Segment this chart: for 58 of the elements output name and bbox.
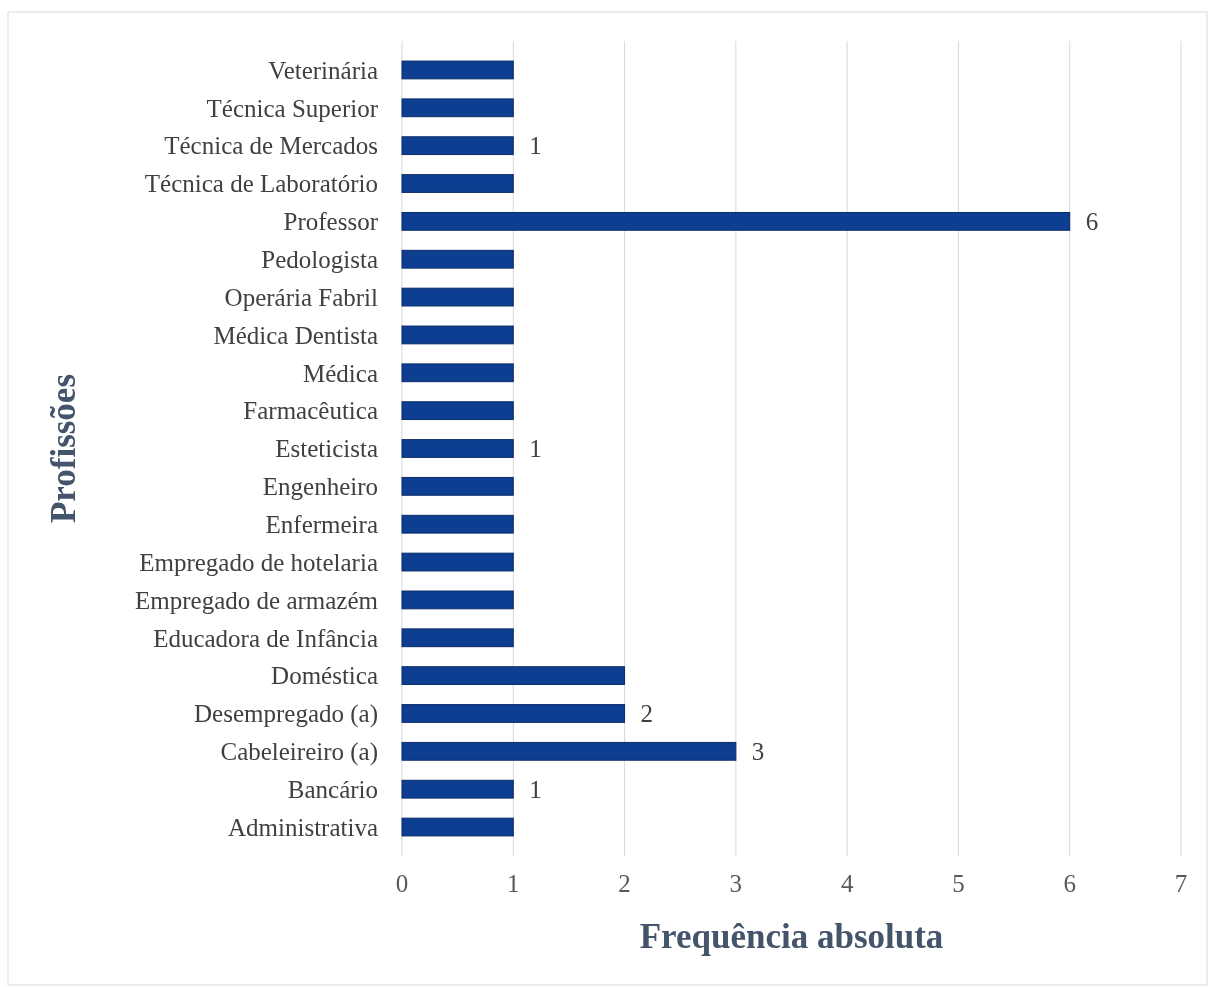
bar: [401, 98, 514, 118]
bar: [401, 741, 737, 761]
y-tick-label: Cabeleireiro (a): [220, 738, 378, 767]
y-tick-label: Pedologista: [261, 245, 378, 273]
x-tick-label: 3: [729, 870, 743, 897]
x-axis-title: Frequência absoluta: [639, 917, 944, 956]
y-tick-label: Operária Fabril: [224, 283, 379, 311]
y-tick-label: Técnica de Laboratório: [144, 170, 378, 198]
y-tick-label: Doméstica: [271, 662, 378, 690]
x-tick-label: 5: [952, 870, 965, 897]
bar: [401, 174, 514, 193]
y-tick-label: Técnica Superior: [206, 94, 379, 122]
y-tick-label: Empregado de armazém: [135, 586, 379, 614]
bar: [401, 136, 514, 156]
bar: [401, 552, 514, 572]
x-tick-label: 4: [840, 870, 854, 897]
bar: [401, 666, 626, 686]
data-label: 2: [640, 700, 654, 728]
x-tick-label: 2: [618, 870, 631, 897]
y-tick-label: Enfermeira: [265, 510, 378, 538]
bar: [401, 211, 1071, 231]
bar: [401, 363, 514, 383]
x-tick-label: 6: [1063, 870, 1076, 897]
y-tick-label: Médica Dentista: [213, 321, 378, 349]
y-tick-label: Esteticista: [275, 435, 378, 463]
x-tick-label: 1: [507, 870, 520, 897]
y-tick-label: Professor: [283, 208, 379, 236]
y-tick-label: Administrativa: [228, 813, 378, 841]
y-axis-title: Profissões: [44, 373, 83, 524]
y-tick-label: Educadora de Infância: [153, 624, 378, 652]
bar: [401, 628, 514, 648]
y-tick-label: Farmacêutica: [243, 397, 378, 425]
bar: [401, 287, 514, 307]
bar: [401, 476, 514, 496]
data-label: 1: [529, 132, 542, 160]
bar: [401, 401, 514, 421]
bar: [401, 704, 626, 723]
y-tick-label: Desempregado (a): [194, 700, 378, 729]
bar: [401, 249, 514, 269]
data-label: 3: [751, 738, 765, 766]
data-label: 1: [529, 435, 542, 463]
bar: [401, 439, 514, 458]
x-tick-label: 0: [395, 870, 409, 897]
y-tick-label: Engenheiro: [262, 473, 378, 501]
bar: [401, 514, 514, 534]
bar: [401, 779, 514, 799]
bar: [401, 590, 514, 610]
x-tick-label: 7: [1174, 870, 1188, 897]
bar: [401, 325, 514, 345]
y-tick-label: Técnica de Mercados: [164, 132, 378, 160]
data-label: 1: [529, 775, 542, 803]
bar: [401, 817, 514, 837]
y-tick-label: Médica: [303, 359, 378, 387]
data-label: 6: [1085, 208, 1099, 236]
y-tick-label: Empregado de hotelaria: [139, 548, 378, 576]
y-tick-label: Veterinária: [268, 56, 378, 84]
bar: [401, 60, 514, 80]
y-tick-label: Bancário: [287, 775, 378, 803]
